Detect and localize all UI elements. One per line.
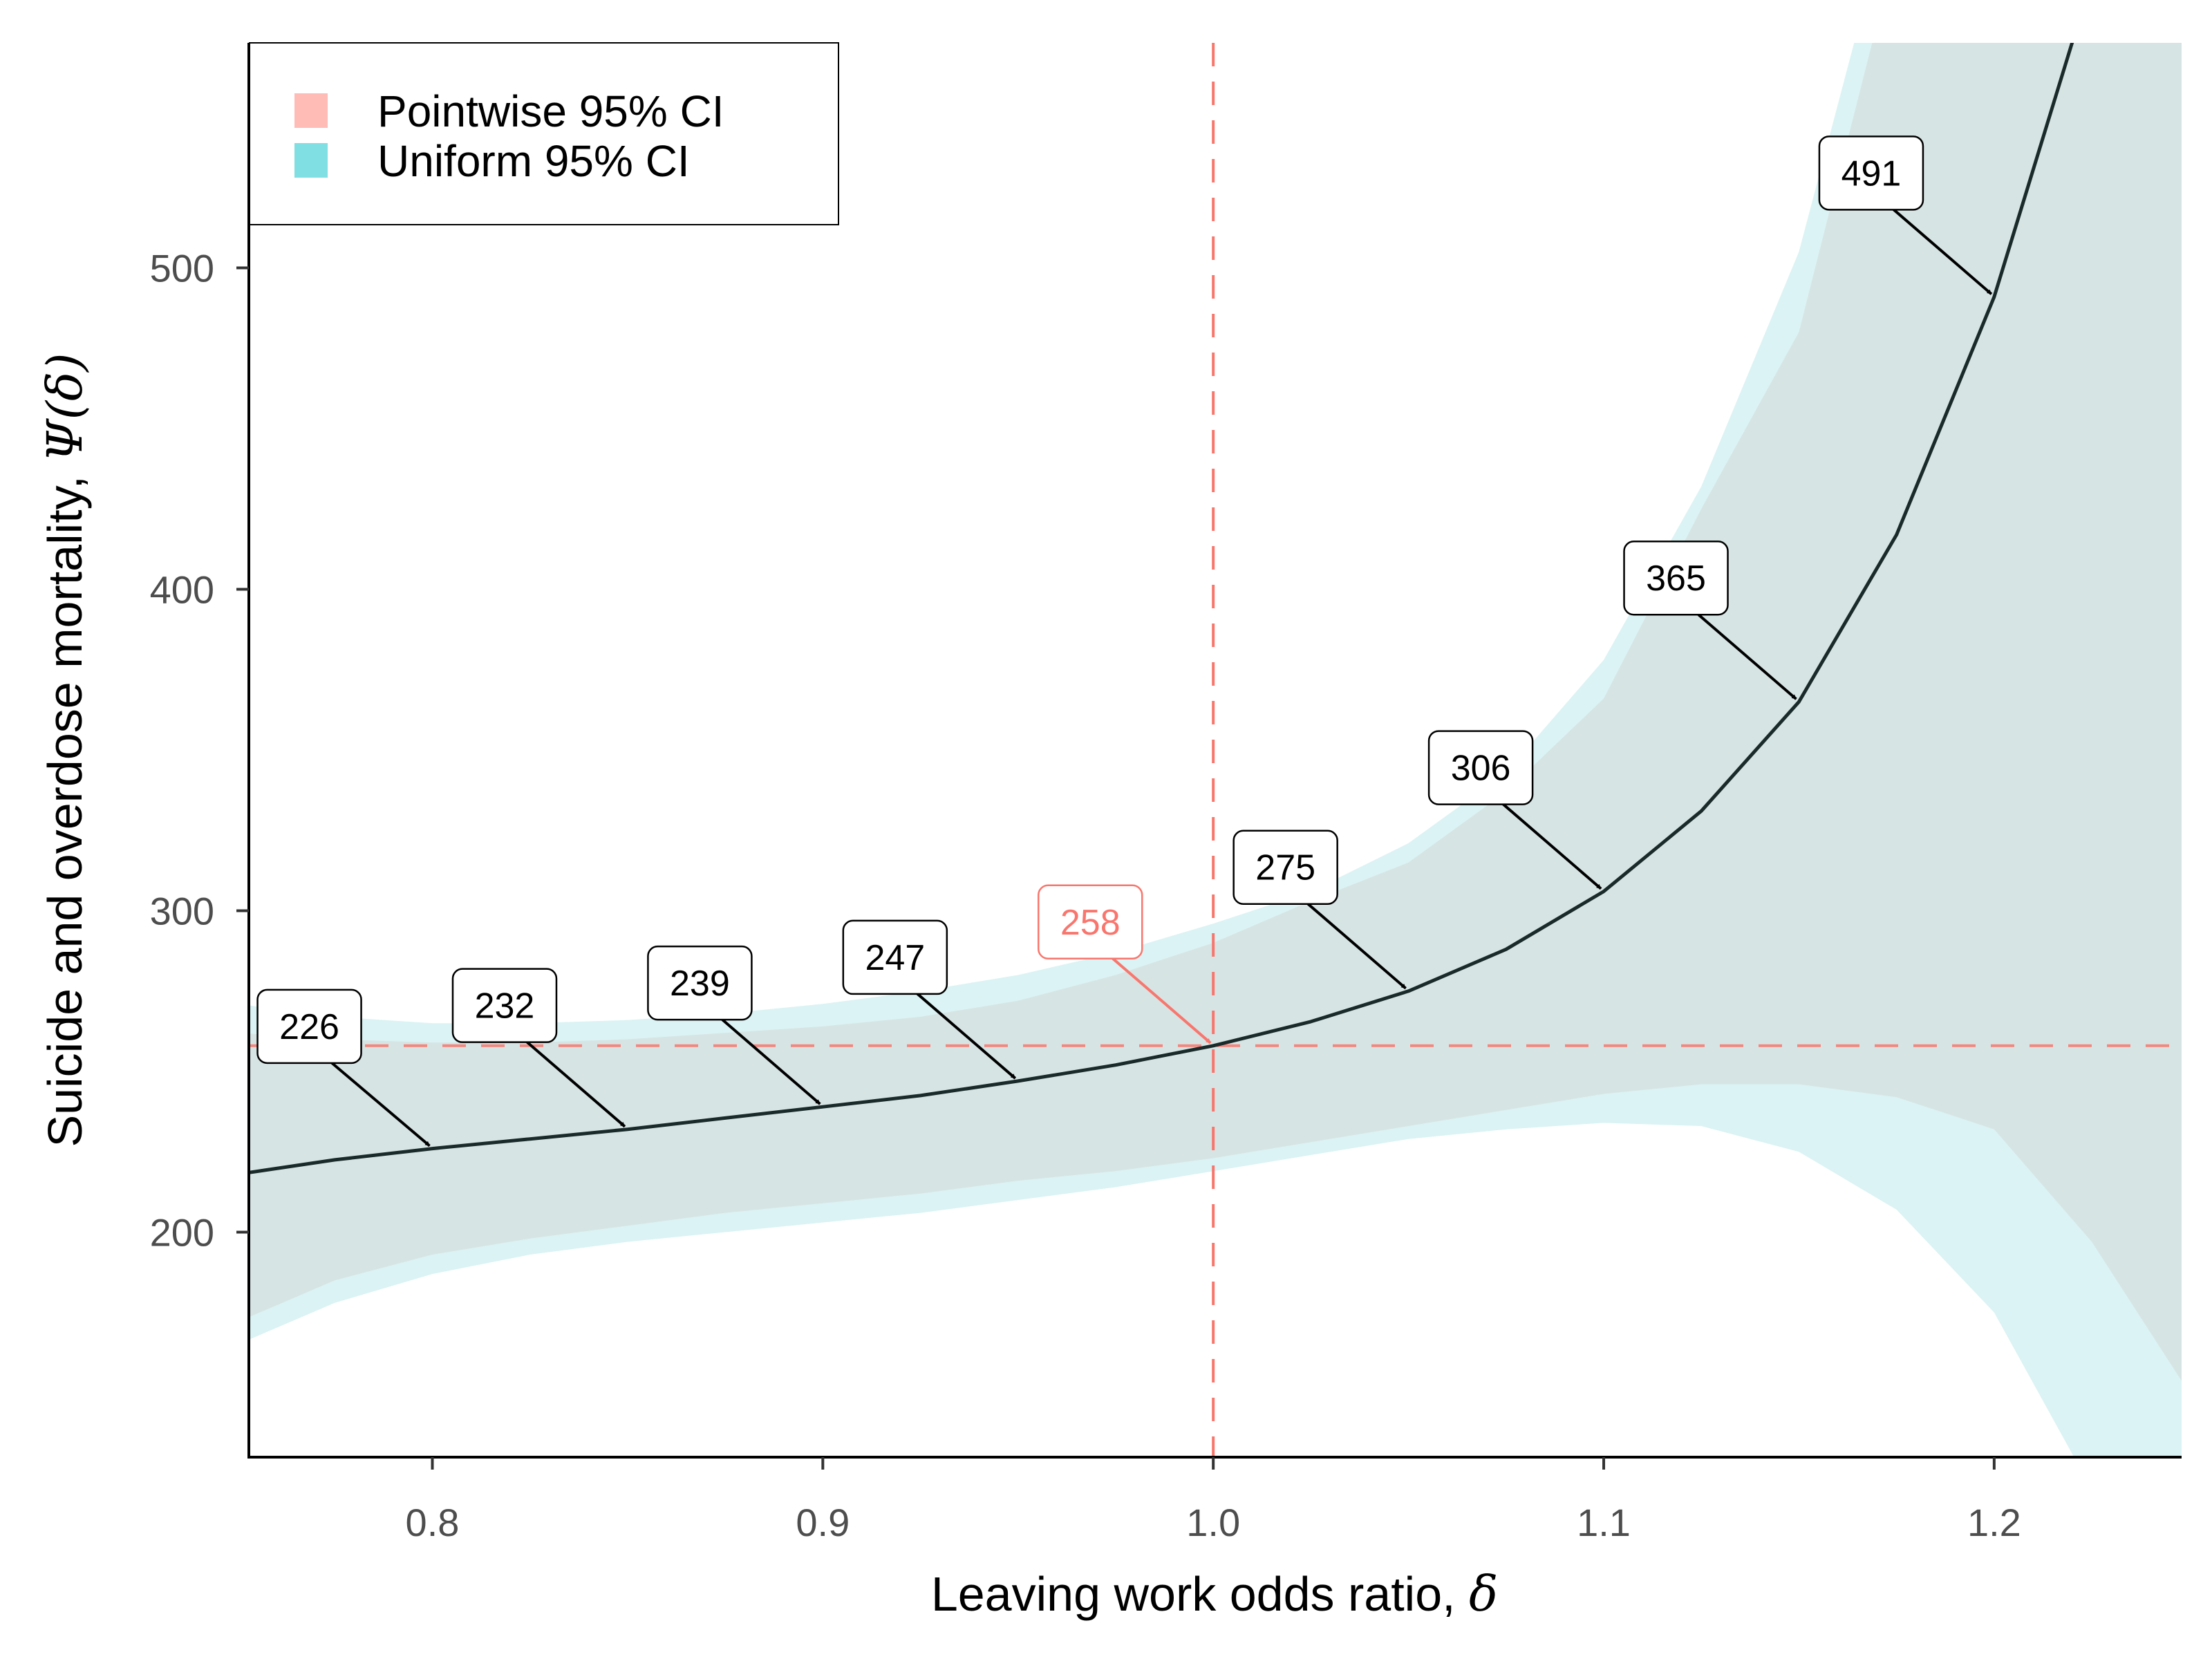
y-ticks: 200 300 400 500 [150, 247, 249, 1255]
x-ticks: 0.8 0.9 1.0 1.1 1.2 [406, 1457, 2021, 1544]
x-tick-label: 0.8 [406, 1501, 460, 1544]
annotation-value: 258 [1060, 903, 1121, 943]
annotation-label: 239 [647, 945, 821, 1105]
annotation-box [451, 968, 558, 1043]
annotation-box [256, 988, 362, 1065]
annotation-value: 491 [1841, 153, 1902, 194]
annotation-label: 258 [1037, 884, 1212, 1044]
x-tick-label: 0.9 [796, 1501, 850, 1544]
x-axis-title-text: Leaving work odds ratio, [931, 1567, 1469, 1621]
x-tick-label: 1.2 [1967, 1501, 2021, 1544]
y-axis-title-symbol: Ψ(δ) [37, 353, 93, 462]
annotation-value: 232 [475, 986, 535, 1027]
annotation-value: 239 [670, 964, 730, 1004]
annotation-box [1427, 730, 1534, 805]
annotation-box [1232, 830, 1338, 905]
y-tick-label: 300 [150, 890, 214, 933]
y-axis-title: Suicide and overdose mortality, Ψ(δ) [37, 353, 93, 1147]
annotation-box [1818, 135, 1924, 211]
annotation-box [1623, 540, 1729, 616]
annotation-value: 247 [865, 938, 925, 978]
annotation-box [842, 919, 948, 995]
x-axis-title: Leaving work odds ratio, δ [931, 1566, 1498, 1622]
annotation-label: 365 [1623, 540, 1797, 700]
y-tick-label: 200 [150, 1211, 214, 1255]
annotation-arrow [523, 1038, 626, 1128]
x-tick-label: 1.0 [1186, 1501, 1240, 1544]
annotation-arrow [718, 1015, 821, 1105]
legend-label-uniform: Uniform 95% CI [377, 136, 690, 186]
annotation-box [647, 945, 753, 1021]
plot-area: 226 232 239 247 258 275 306 365 491 [247, 43, 2182, 1457]
annotation-label: 226 [256, 988, 431, 1147]
x-tick-label: 1.1 [1577, 1501, 1631, 1544]
y-tick-label: 400 [150, 568, 214, 612]
annotation-arrow [1889, 205, 1993, 295]
annotation-arrow [1694, 610, 1797, 700]
annotation-arrow [1499, 800, 1602, 890]
annotation-label: 275 [1232, 830, 1407, 990]
annotation-arrow [913, 990, 1017, 1080]
legend-key-pointwise [294, 93, 328, 128]
legend-box [249, 42, 839, 225]
legend: Pointwise 95% CI Uniform 95% CI [249, 42, 839, 225]
x-axis-title-symbol: δ [1469, 1566, 1498, 1622]
axes: 0.8 0.9 1.0 1.1 1.2 200 300 400 500 [150, 43, 2182, 1544]
annotation-arrow [1108, 955, 1212, 1044]
legend-label-pointwise: Pointwise 95% CI [377, 86, 724, 136]
annotation-label: 247 [842, 919, 1017, 1080]
annotation-label: 232 [451, 968, 626, 1128]
legend-key-uniform [294, 143, 328, 178]
annotation-box [1037, 884, 1143, 960]
annotation-value: 275 [1255, 848, 1315, 888]
annotation-arrow [1304, 900, 1407, 990]
annotations-layer: 226 232 239 247 258 275 306 365 491 [256, 135, 1993, 1147]
y-axis-title-text: Suicide and overdose mortality, [38, 462, 92, 1147]
annotation-value: 226 [279, 1007, 339, 1047]
annotation-value: 365 [1646, 559, 1706, 599]
y-tick-label: 500 [150, 247, 214, 290]
annotation-label: 306 [1427, 730, 1602, 890]
annotation-arrow [328, 1059, 431, 1147]
estimate-line [247, 43, 2074, 1175]
annotation-label: 491 [1818, 135, 1993, 295]
annotation-value: 306 [1451, 749, 1511, 789]
